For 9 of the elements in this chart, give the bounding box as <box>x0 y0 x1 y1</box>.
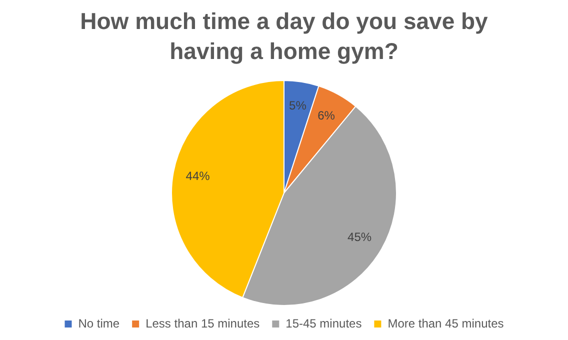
legend-label: 15-45 minutes <box>286 316 362 330</box>
legend-label: No time <box>78 316 120 330</box>
data-label: 6% <box>318 108 336 122</box>
legend-label: Less than 15 minutes <box>146 316 260 330</box>
data-label: 5% <box>289 98 307 113</box>
chart-title: How much time a day do you save by having a home gym? <box>79 7 489 66</box>
legend-label: More than 45 minutes <box>388 316 504 330</box>
data-label: 45% <box>348 230 372 244</box>
data-label: 44% <box>186 168 210 183</box>
